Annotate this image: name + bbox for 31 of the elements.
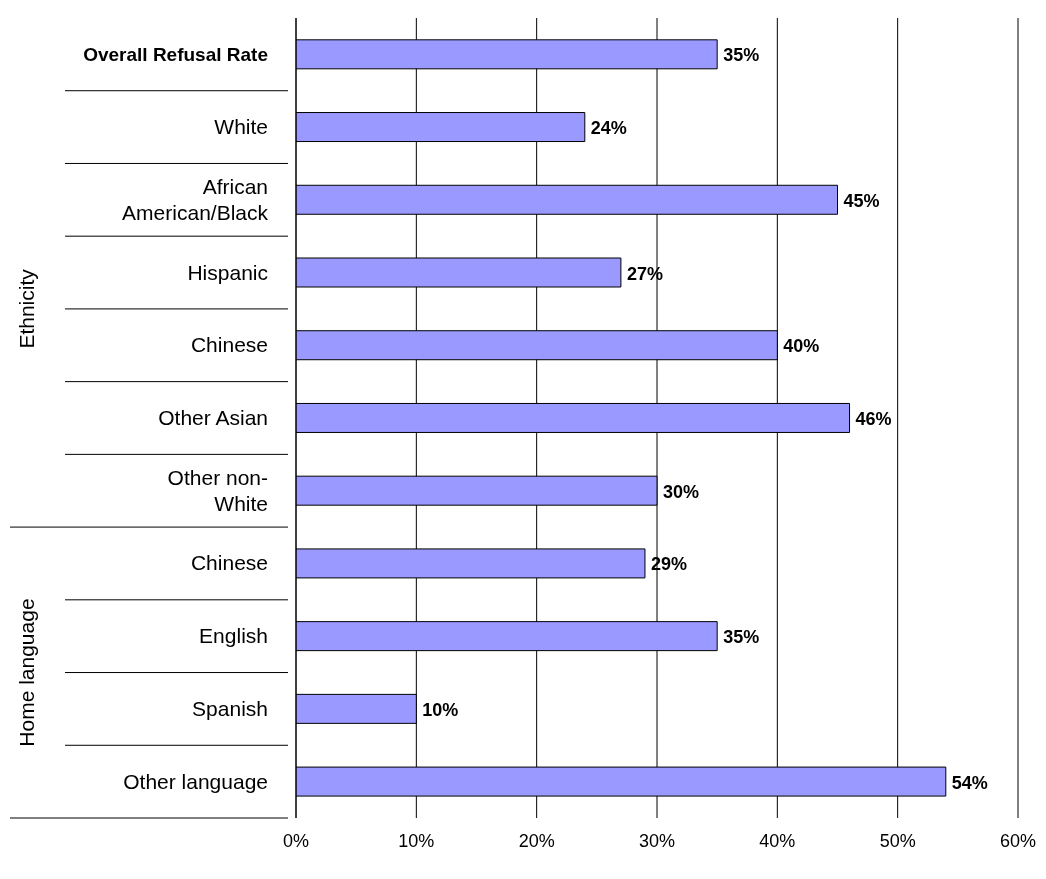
y-tick-label: White xyxy=(214,115,268,139)
y-tick-label: Chinese xyxy=(190,551,268,575)
y-tick-label: African American/Black xyxy=(122,174,269,224)
data-label: 24% xyxy=(590,118,627,139)
text: Home language xyxy=(15,598,38,747)
y-tick-label: Other non-White xyxy=(167,465,268,515)
text: Ethnicity xyxy=(15,268,38,349)
x-tick-label: 30% xyxy=(638,830,676,851)
x-tick-label: 10% xyxy=(398,830,435,851)
y-tick-label: Overall Refusal Rate xyxy=(83,44,268,66)
data-label: 46% xyxy=(855,408,892,429)
y-tick-label: Other language xyxy=(123,769,268,793)
y-tick-label: English xyxy=(199,624,268,648)
y-tick-label: Chinese xyxy=(190,333,268,357)
y-tick-label: Spanish xyxy=(192,696,268,720)
y-tick-label: Hispanic xyxy=(187,260,268,284)
data-label: 30% xyxy=(663,481,700,502)
x-tick-label: 60% xyxy=(999,830,1037,851)
data-label: 40% xyxy=(783,336,820,357)
data-label: 54% xyxy=(951,772,988,793)
data-label: 10% xyxy=(422,699,459,720)
x-tick-label: 0% xyxy=(282,830,310,851)
x-tick-label: 50% xyxy=(879,830,916,851)
x-tick-label: 20% xyxy=(518,830,555,851)
data-label: 27% xyxy=(626,263,663,284)
data-label: 29% xyxy=(650,554,687,575)
data-label: 35% xyxy=(723,627,760,648)
data-label: 35% xyxy=(723,45,760,66)
data-label: 45% xyxy=(843,190,880,211)
y-tick-label: Other Asian xyxy=(158,406,268,429)
x-tick-label: 40% xyxy=(759,830,796,851)
